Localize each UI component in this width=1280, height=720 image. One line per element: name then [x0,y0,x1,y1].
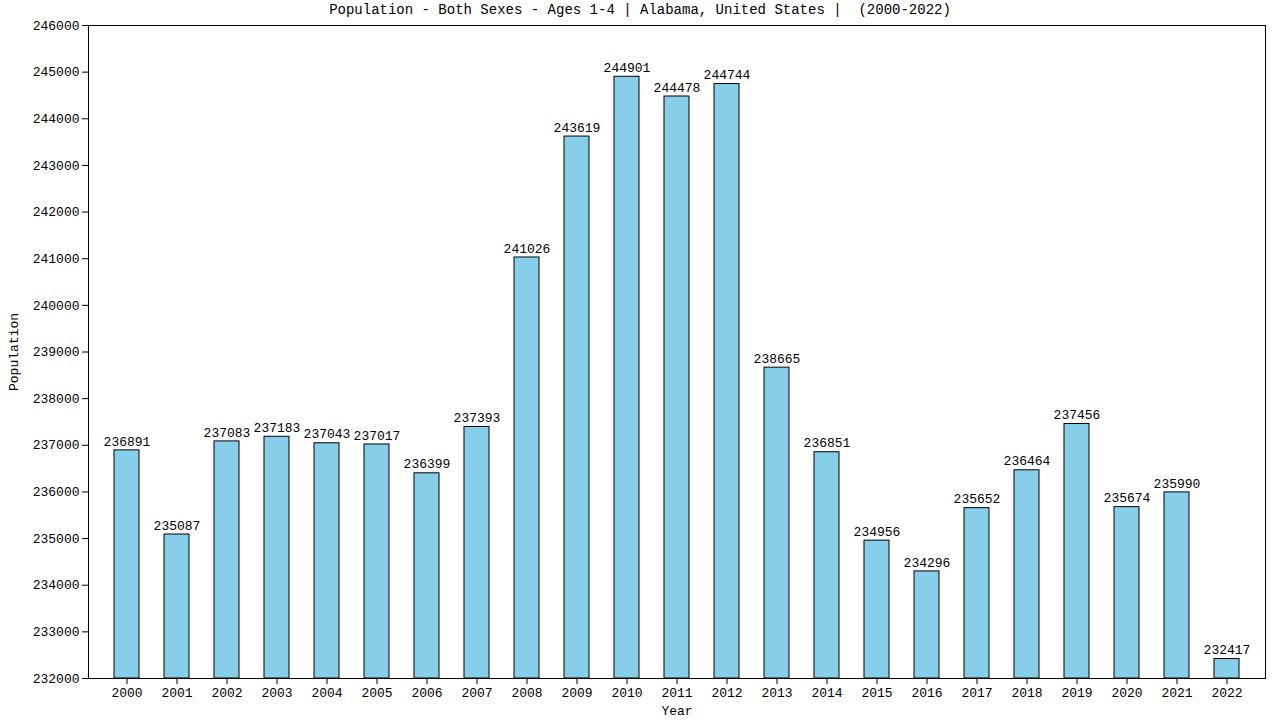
svg-text:237043: 237043 [304,427,351,442]
svg-text:2008: 2008 [511,686,542,701]
svg-text:234000: 234000 [33,578,80,593]
svg-text:2011: 2011 [661,686,692,701]
svg-text:235652: 235652 [954,492,1001,507]
svg-text:237083: 237083 [204,426,251,441]
svg-text:237000: 237000 [33,438,80,453]
svg-text:237456: 237456 [1054,408,1101,423]
svg-text:2015: 2015 [861,686,892,701]
svg-text:2001: 2001 [161,686,192,701]
svg-text:2000: 2000 [111,686,142,701]
svg-text:232417: 232417 [1204,643,1251,658]
svg-text:2005: 2005 [361,686,392,701]
svg-text:Population: Population [7,313,22,391]
svg-text:2022: 2022 [1211,686,1242,701]
svg-text:2007: 2007 [461,686,492,701]
svg-text:238665: 238665 [754,352,801,367]
svg-text:2010: 2010 [611,686,642,701]
svg-text:240000: 240000 [33,299,80,314]
svg-text:2020: 2020 [1111,686,1142,701]
svg-text:2004: 2004 [311,686,342,701]
svg-text:Year: Year [661,704,692,719]
svg-text:246000: 246000 [33,20,80,34]
svg-text:2006: 2006 [411,686,442,701]
svg-text:243000: 243000 [33,159,80,174]
svg-text:233000: 233000 [33,625,80,640]
svg-text:244478: 244478 [654,81,701,96]
svg-text:2009: 2009 [561,686,592,701]
svg-text:236891: 236891 [104,435,151,450]
svg-text:2016: 2016 [911,686,942,701]
svg-text:239000: 239000 [33,345,80,360]
svg-text:235990: 235990 [1154,477,1201,492]
svg-text:236399: 236399 [404,457,451,472]
svg-text:234956: 234956 [854,525,901,540]
svg-text:234296: 234296 [904,556,951,571]
svg-text:244000: 244000 [33,112,80,127]
svg-text:235000: 235000 [33,532,80,547]
svg-text:2018: 2018 [1011,686,1042,701]
svg-text:243619: 243619 [554,121,601,136]
svg-text:237183: 237183 [254,421,301,436]
svg-text:2017: 2017 [961,686,992,701]
svg-text:2002: 2002 [211,686,242,701]
svg-text:236464: 236464 [1004,454,1051,469]
svg-text:235087: 235087 [154,519,201,534]
svg-text:2014: 2014 [811,686,842,701]
svg-text:2021: 2021 [1161,686,1192,701]
svg-text:244901: 244901 [604,61,651,76]
svg-text:241026: 241026 [504,242,551,257]
svg-text:2013: 2013 [761,686,792,701]
svg-text:232000: 232000 [33,672,80,687]
svg-text:244744: 244744 [704,68,751,83]
svg-text:235674: 235674 [1104,491,1151,506]
svg-text:2003: 2003 [261,686,292,701]
svg-text:238000: 238000 [33,392,80,407]
svg-text:236000: 236000 [33,485,80,500]
svg-text:2012: 2012 [711,686,742,701]
svg-text:245000: 245000 [33,65,80,80]
html-text:Population - Both Sexes - Ages: Population - Both Sexes - Ages 1-4 | Ala… [329,2,951,18]
svg-text:241000: 241000 [33,252,80,267]
svg-text:242000: 242000 [33,205,80,220]
svg-text:237017: 237017 [354,429,401,444]
svg-text:236851: 236851 [804,436,851,451]
svg-text:2019: 2019 [1061,686,1092,701]
svg-text:237393: 237393 [454,411,501,426]
